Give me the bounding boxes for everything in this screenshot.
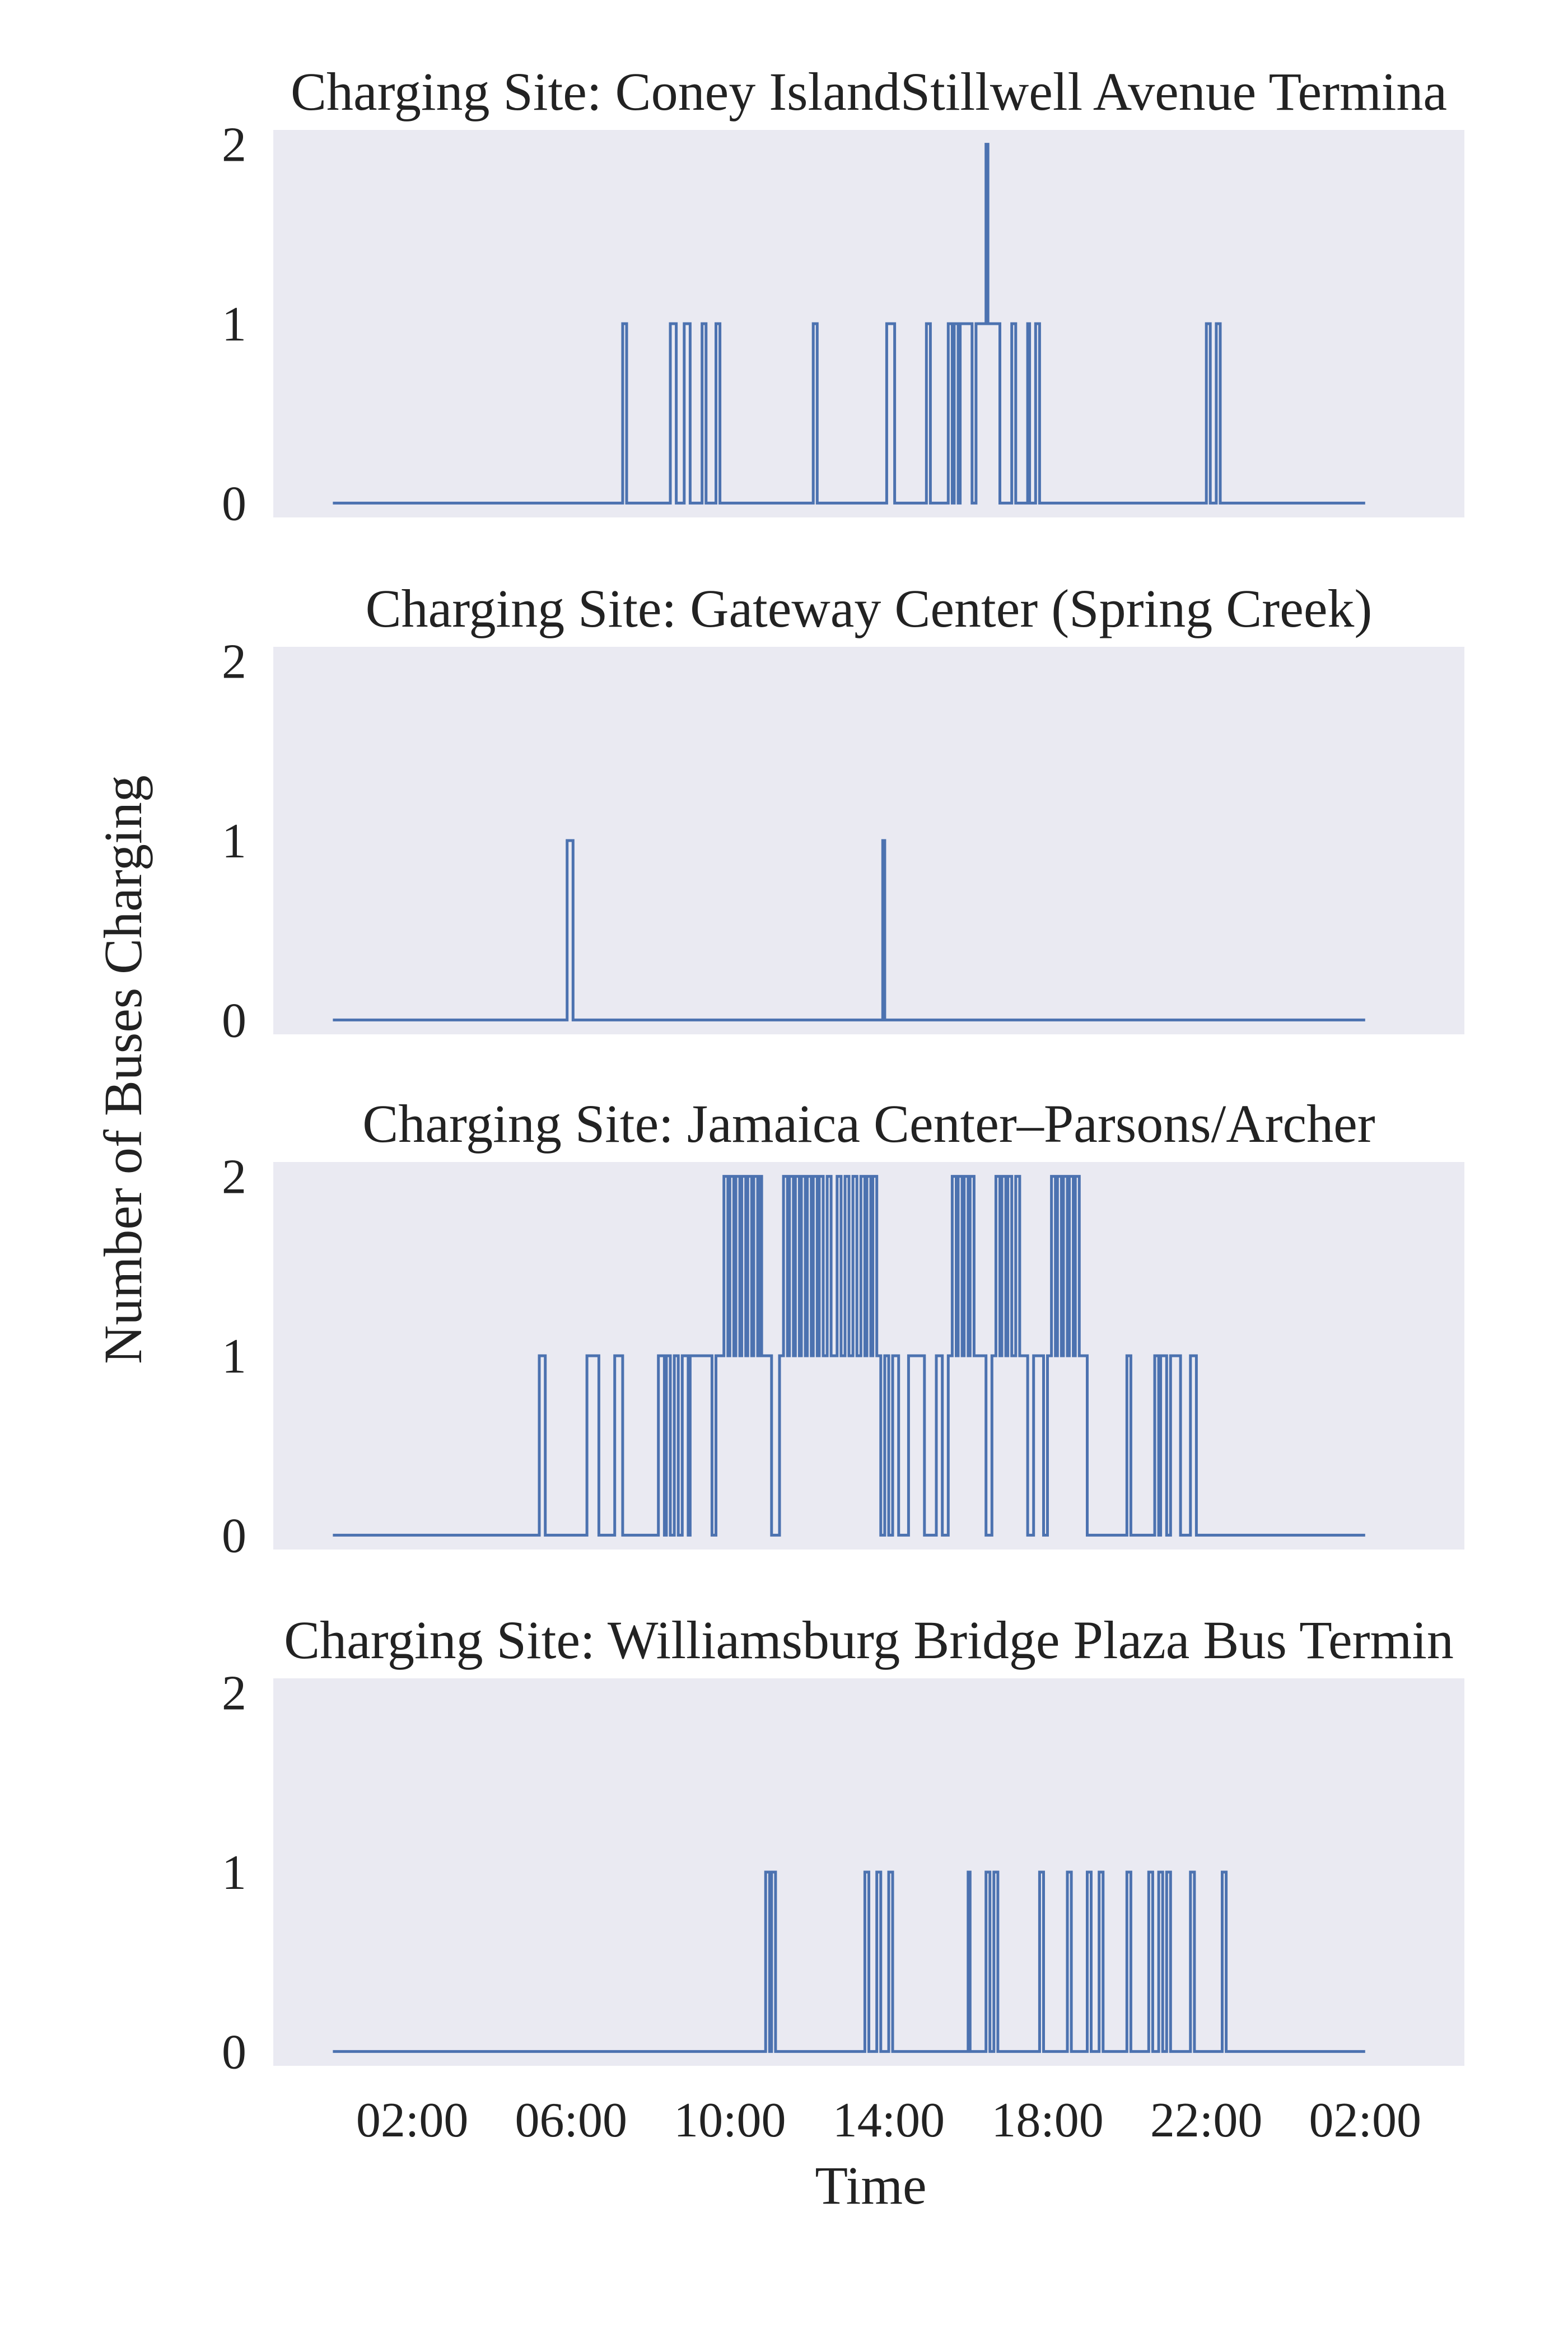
y-axis-label: Number of Buses Charging [93,775,153,1364]
x-tick-label: 02:00 [356,2093,468,2148]
series-line [333,1175,1365,1537]
subplot-title: Charging Site: Gateway Center (Spring Cr… [366,578,1373,638]
y-tick-label: 1 [222,1846,246,1900]
y-tick-label: 1 [222,1329,246,1384]
subplot-title: Charging Site: Williamsburg Bridge Plaza… [284,1610,1454,1670]
y-tick-label: 0 [222,2025,246,2079]
y-tick-label: 1 [222,814,246,869]
x-axis-label: Time [815,2155,926,2215]
subplot-title: Charging Site: Coney IslandStillwell Ave… [291,62,1447,122]
y-tick-label: 2 [222,1667,246,1721]
y-tick-label: 2 [222,118,246,172]
x-tick-labels: 02:00 06:00 10:00 14:00 18:00 22:00 02:00 [356,2093,1421,2148]
plot-area [273,647,1464,1034]
x-tick-label: 06:00 [515,2093,627,2148]
plot-area [273,1162,1464,1550]
y-tick-label: 0 [222,1509,246,1563]
x-tick-label: 14:00 [833,2093,945,2148]
y-tick-label: 2 [222,1150,246,1205]
y-tick-label: 1 [222,297,246,352]
subplot-3: Charging Site: Jamaica Center–Parsons/Ar… [222,1094,1464,1563]
series-line [333,839,1365,1021]
y-tick-label: 2 [222,635,246,689]
subplot-1: Charging Site: Coney IslandStillwell Ave… [222,62,1464,531]
y-tick-label: 0 [222,477,246,531]
subplot-title: Charging Site: Jamaica Center–Parsons/Ar… [362,1094,1375,1154]
series-line [333,1870,1365,2053]
subplot-4: Charging Site: Williamsburg Bridge Plaza… [222,1610,1464,2079]
x-tick-label: 18:00 [991,2093,1103,2148]
x-tick-label: 02:00 [1309,2093,1421,2148]
series-line [333,143,1365,505]
x-tick-label: 22:00 [1150,2093,1262,2148]
x-tick-label: 10:00 [674,2093,786,2148]
plot-area [273,130,1464,517]
y-tick-label: 0 [222,993,246,1048]
subplot-2: Charging Site: Gateway Center (Spring Cr… [222,578,1464,1048]
